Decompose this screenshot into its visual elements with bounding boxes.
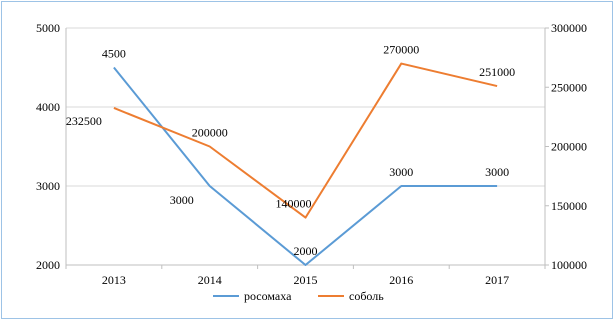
- series-line-rosomakha: [113, 66, 498, 266]
- data-label: 232500: [66, 114, 102, 128]
- data-label: 4500: [102, 47, 126, 61]
- y-left-tick-label: 2000: [36, 258, 60, 272]
- y-left-tick-label: 3000: [36, 179, 60, 193]
- axes: 2000 3000 4000 5000 100000 150000 200000 250000…: [36, 21, 587, 287]
- legend-label: соболь: [349, 289, 384, 303]
- data-label: 251000: [479, 65, 515, 79]
- x-tick-label: 2014: [198, 273, 222, 287]
- x-tick-label: 2015: [294, 273, 318, 287]
- y-left-tick-label: 5000: [36, 21, 60, 35]
- legend-label: росомаха: [244, 289, 292, 303]
- y-right-tick-label: 100000: [551, 258, 587, 272]
- data-label: 140000: [276, 197, 312, 211]
- y-right-tick-label: 200000: [551, 140, 587, 154]
- data-label: 270000: [383, 43, 419, 57]
- data-label: 3000: [389, 165, 413, 179]
- legend: росомаха соболь: [213, 289, 384, 303]
- series-lines: [113, 62, 498, 266]
- series-line-sobol: [113, 62, 498, 219]
- data-labels: 4500 3000 2000 3000 3000 232500 200000 140000 27…: [66, 43, 515, 258]
- data-label: 3000: [170, 193, 194, 207]
- data-label: 2000: [294, 244, 318, 258]
- data-label: 200000: [192, 126, 228, 140]
- x-tick-label: 2017: [485, 273, 509, 287]
- y-right-tick-label: 150000: [551, 199, 587, 213]
- x-tick-label: 2013: [102, 273, 126, 287]
- y-right-tick-label: 300000: [551, 21, 587, 35]
- y-left-tick-label: 4000: [36, 100, 60, 114]
- x-tick-label: 2016: [389, 273, 413, 287]
- y-right-tick-label: 250000: [551, 80, 587, 94]
- data-label: 3000: [485, 165, 509, 179]
- gridlines: [66, 27, 545, 266]
